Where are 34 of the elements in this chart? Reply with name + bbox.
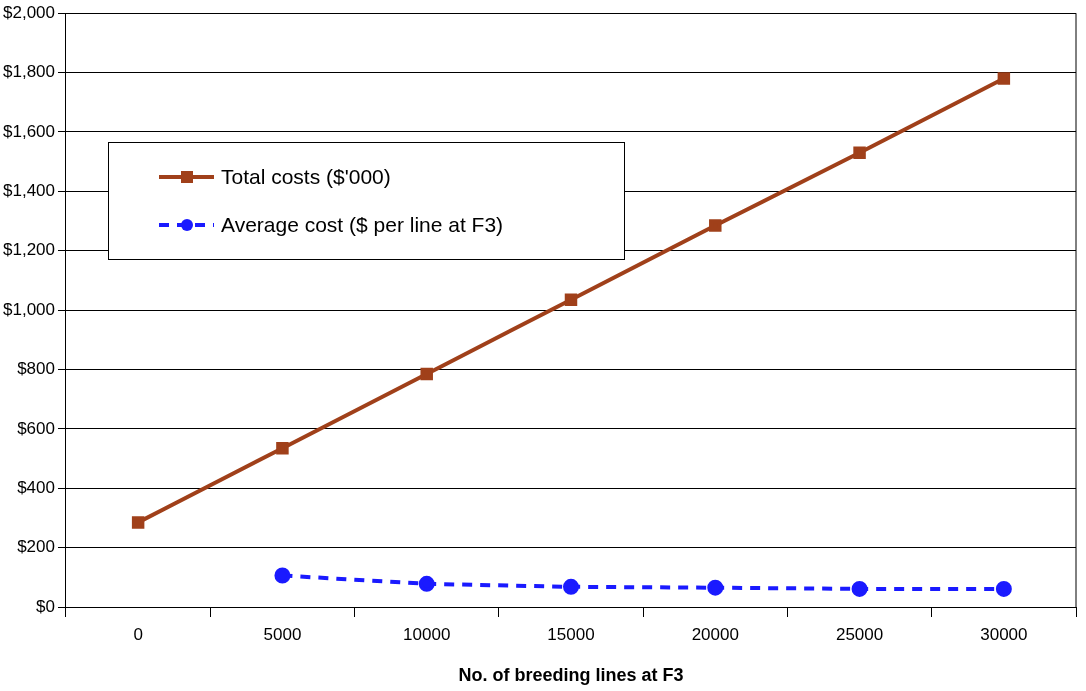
x-tick-label: 20000	[691, 624, 739, 644]
y-tick-label: $1,200	[3, 240, 55, 260]
point	[707, 579, 724, 596]
point	[564, 293, 578, 306]
point	[418, 575, 435, 592]
point	[997, 72, 1011, 85]
x-tick-label: 10000	[403, 624, 451, 644]
y-tick-label: $2,000	[3, 2, 55, 22]
point	[995, 580, 1012, 597]
point	[274, 567, 291, 584]
y-tick-label: $600	[17, 418, 55, 438]
x-tick-label: 15000	[547, 624, 595, 644]
point	[853, 146, 866, 159]
y-tick-label: $1,400	[3, 181, 55, 201]
legend-label: Total costs ($'000)	[221, 165, 391, 189]
y-tick-label: $200	[17, 537, 55, 557]
y-tick-label: $1,000	[3, 299, 55, 319]
point	[420, 367, 433, 381]
point	[709, 219, 722, 232]
point	[276, 441, 289, 455]
y-tick-label: $0	[36, 596, 55, 616]
x-tick-label: 0	[133, 624, 143, 644]
y-tick-label: $1,600	[3, 121, 55, 141]
x-axis-title: No. of breeding lines at F3	[458, 665, 684, 686]
y-tick-label: $1,800	[3, 62, 55, 82]
x-tick-label: 30000	[980, 624, 1028, 644]
y-tick-label: $400	[17, 477, 55, 497]
point	[563, 578, 579, 595]
x-tick-label: 25000	[835, 624, 884, 644]
point	[851, 580, 868, 597]
y-tick-label: $800	[17, 359, 55, 379]
x-tick-label: 5000	[263, 624, 302, 644]
legend-label: Average cost ($ per line at F3)	[221, 213, 504, 237]
point	[131, 516, 145, 529]
